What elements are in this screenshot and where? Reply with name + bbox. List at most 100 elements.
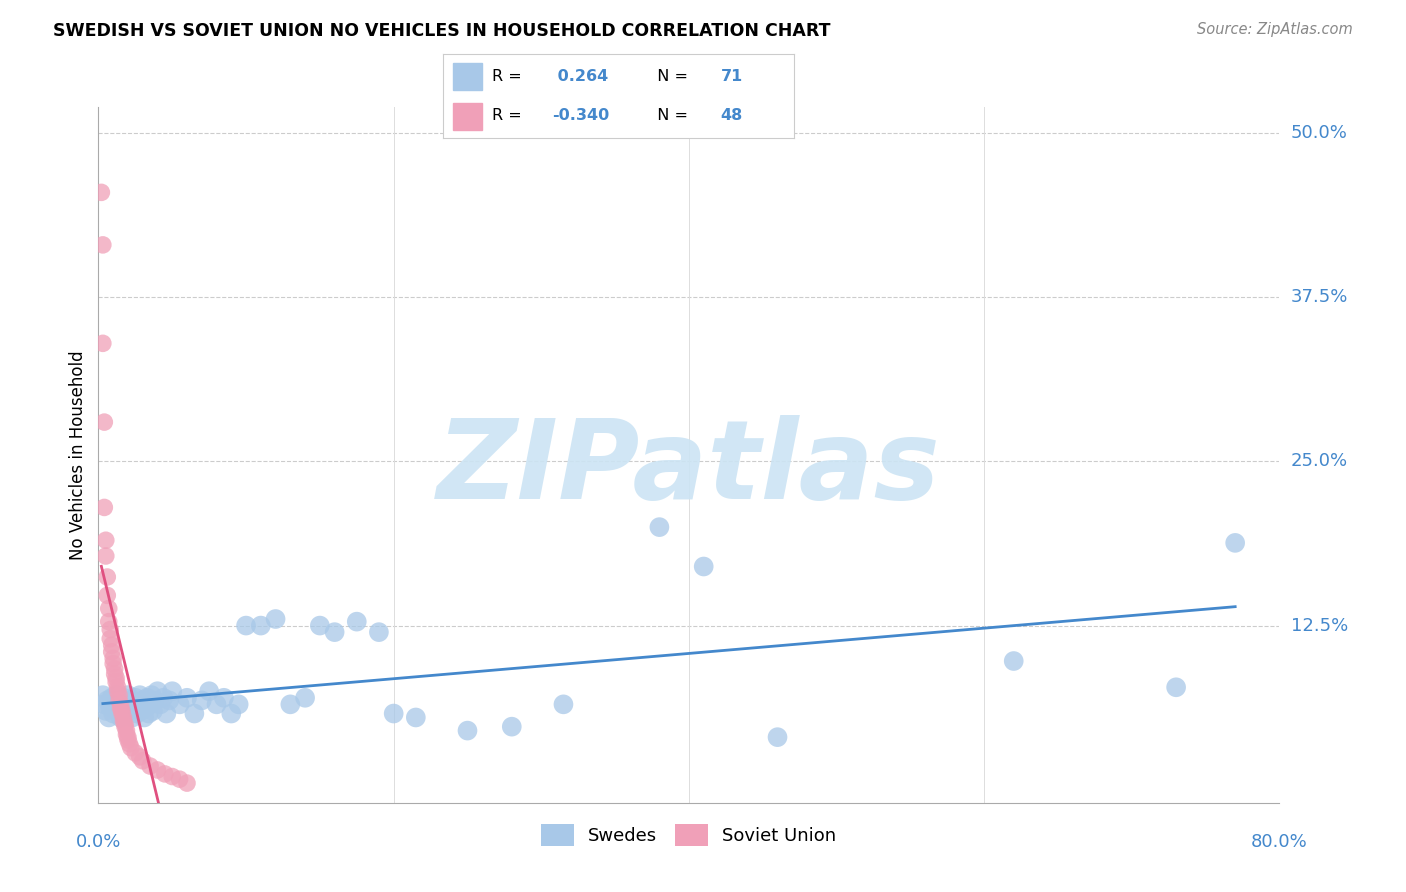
Point — [368, 625, 391, 640]
Point — [111, 706, 134, 721]
Point — [103, 651, 125, 665]
Point — [94, 704, 117, 718]
Point — [120, 740, 142, 755]
Point — [97, 710, 120, 724]
Point — [108, 693, 131, 707]
Point — [112, 714, 135, 729]
Legend: Swedes, Soviet Union: Swedes, Soviet Union — [534, 816, 844, 853]
Point — [98, 700, 121, 714]
Text: 80.0%: 80.0% — [1251, 833, 1308, 851]
Point — [91, 688, 114, 702]
Point — [108, 688, 131, 702]
Point — [120, 693, 142, 707]
Text: 50.0%: 50.0% — [1291, 124, 1347, 143]
Point — [94, 533, 117, 548]
Point — [110, 701, 132, 715]
Point — [294, 690, 316, 705]
Point — [115, 727, 138, 741]
Point — [250, 618, 273, 632]
Point — [105, 671, 128, 685]
Point — [94, 549, 117, 563]
Point — [766, 730, 789, 744]
Point — [142, 704, 165, 718]
Point — [100, 638, 122, 652]
Point — [100, 645, 122, 659]
Point — [118, 737, 141, 751]
Point — [91, 336, 114, 351]
Point — [264, 612, 287, 626]
Point — [93, 500, 115, 515]
Text: N =: N = — [647, 108, 693, 123]
Text: Source: ZipAtlas.com: Source: ZipAtlas.com — [1197, 22, 1353, 37]
Text: 48: 48 — [720, 108, 742, 123]
Point — [110, 710, 132, 724]
Point — [155, 706, 177, 721]
Text: 12.5%: 12.5% — [1291, 616, 1348, 634]
Point — [146, 684, 169, 698]
Point — [105, 675, 128, 690]
Point — [115, 698, 138, 712]
Point — [152, 690, 174, 705]
Text: R =: R = — [492, 69, 527, 84]
Text: 0.0%: 0.0% — [76, 833, 121, 851]
Point — [176, 690, 198, 705]
Point — [114, 720, 136, 734]
Point — [134, 710, 156, 724]
Point — [132, 754, 155, 768]
Point — [138, 706, 160, 721]
Point — [117, 688, 139, 702]
Point — [162, 770, 183, 784]
Point — [162, 684, 183, 698]
Point — [149, 698, 172, 712]
Point — [105, 688, 128, 702]
Point — [128, 749, 150, 764]
Point — [146, 763, 169, 777]
Point — [169, 772, 191, 787]
Point — [1002, 654, 1025, 668]
Point — [117, 732, 139, 747]
Text: 0.264: 0.264 — [551, 69, 609, 84]
Point — [125, 706, 148, 721]
Point — [129, 704, 152, 718]
Point — [309, 618, 332, 632]
Point — [124, 690, 146, 705]
Point — [221, 706, 243, 721]
Bar — [453, 62, 481, 90]
Point — [405, 710, 427, 724]
Text: R =: R = — [492, 108, 527, 123]
Point — [176, 776, 198, 790]
Point — [96, 693, 118, 707]
Point — [212, 690, 235, 705]
Point — [98, 623, 121, 637]
Text: 37.5%: 37.5% — [1291, 288, 1348, 306]
Bar — [453, 103, 481, 130]
Point — [1166, 680, 1188, 694]
Point — [107, 704, 129, 718]
Point — [90, 186, 112, 200]
Point — [191, 693, 214, 707]
Point — [169, 698, 191, 712]
Text: N =: N = — [647, 69, 693, 84]
Point — [103, 657, 125, 671]
Point — [121, 710, 143, 724]
Point — [98, 632, 121, 646]
Point — [153, 767, 176, 781]
Text: -0.340: -0.340 — [551, 108, 609, 123]
Point — [235, 618, 257, 632]
Point — [1225, 536, 1247, 550]
Point — [128, 688, 150, 702]
Point — [114, 706, 136, 721]
Point — [110, 698, 132, 712]
Point — [136, 690, 159, 705]
Point — [323, 625, 346, 640]
Point — [114, 717, 136, 731]
Point — [501, 720, 523, 734]
Text: 71: 71 — [720, 69, 742, 84]
Point — [143, 693, 166, 707]
Point — [157, 693, 180, 707]
Point — [91, 238, 114, 252]
Point — [108, 693, 131, 707]
Point — [115, 723, 138, 738]
Point — [228, 698, 250, 712]
Point — [198, 684, 221, 698]
